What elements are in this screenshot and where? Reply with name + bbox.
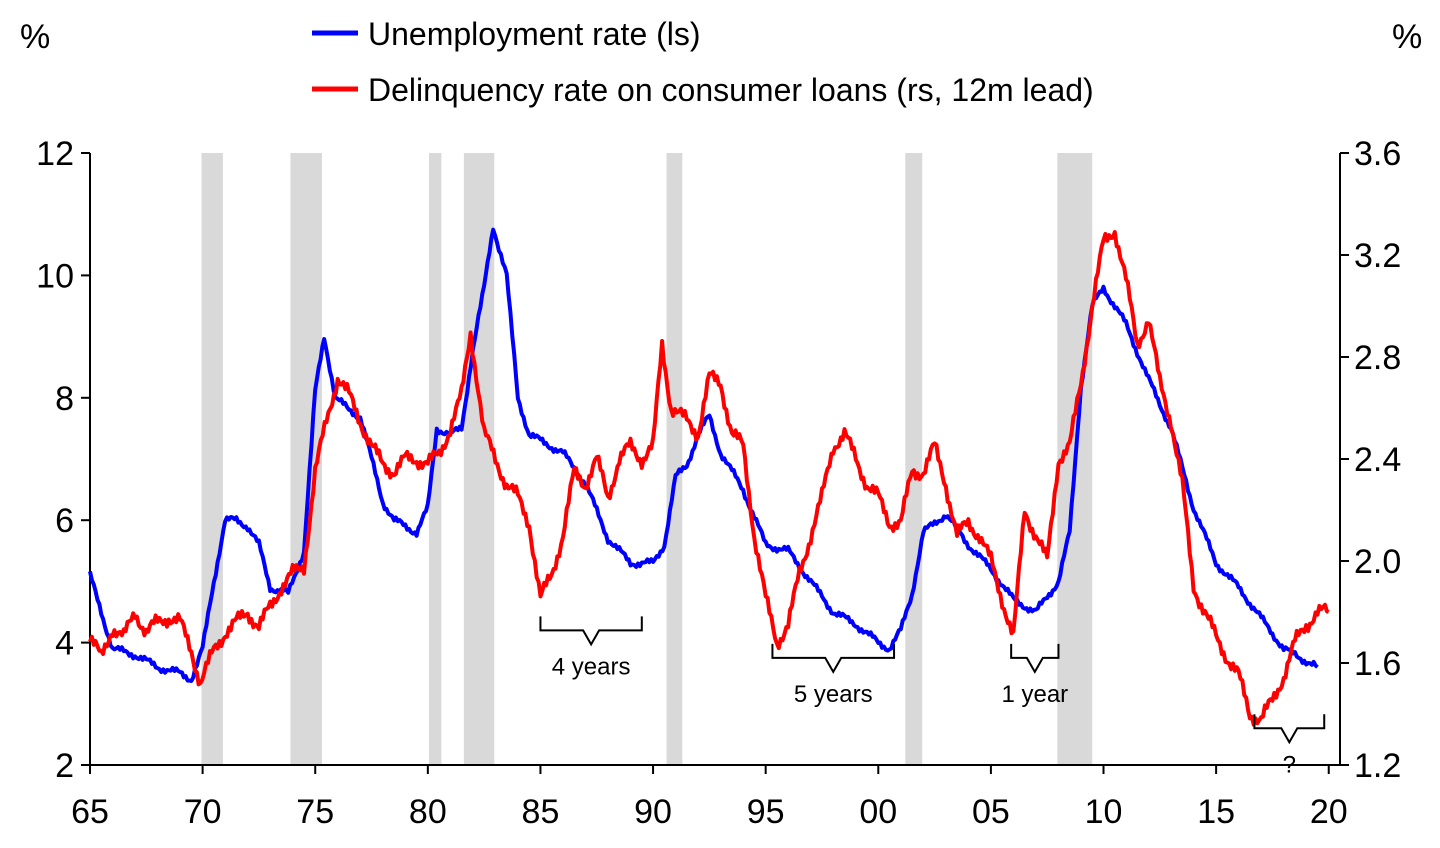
right-axis-tick-label: 3.2: [1354, 237, 1401, 275]
series-lines: [88, 227, 1330, 727]
right-axis-tick-label: 2.0: [1354, 543, 1401, 581]
left-axis-tick-label: 6: [55, 502, 74, 540]
annotation-label: 4 years: [552, 653, 631, 680]
x-axis-tick-label: 15: [1197, 793, 1235, 831]
series-line: [88, 230, 1330, 727]
x-axis-tick-label: 70: [184, 793, 222, 831]
annotation-bracket: [771, 643, 896, 674]
x-axis-tick-label: 90: [634, 793, 672, 831]
x-axis-tick-label: 65: [71, 793, 109, 831]
x-axis-tick-label: 05: [972, 793, 1010, 831]
chart-legend: Unemployment rate (ls) Delinquency rate …: [312, 16, 1094, 108]
x-axis-tick-label: 95: [747, 793, 785, 831]
recession-band: [905, 153, 923, 765]
right-axis-tick-label: 2.4: [1354, 441, 1401, 479]
right-axis-tick-label: 3.6: [1354, 135, 1401, 173]
x-axis-tick-label: 75: [296, 793, 334, 831]
annotation-bracket: [1010, 643, 1060, 674]
recession-band: [666, 153, 683, 765]
annotation-label: ?: [1283, 751, 1296, 778]
recession-bands: [201, 153, 1093, 765]
x-axis-tick-label: 10: [1085, 793, 1123, 831]
left-axis-unit: %: [20, 18, 50, 56]
left-axis-tick-label: 4: [55, 625, 74, 663]
right-axis-unit: %: [1392, 18, 1422, 56]
right-axis-tick-label: 1.2: [1354, 747, 1401, 785]
annotation-label: 1 year: [1001, 681, 1068, 708]
annotation-label: 5 years: [794, 681, 873, 708]
chart-annotations: 4 years 5 years 1 year?: [539, 616, 1326, 778]
left-axis-tick-label: 10: [36, 257, 74, 295]
x-axis-tick-label: 80: [409, 793, 447, 831]
series-line: [88, 227, 1319, 683]
right-axis-tick-label: 1.6: [1354, 645, 1401, 683]
chart-axes: 2 4 6 8 10 12 1.2 1.6 2.0 2.4 2.8 3.2 3.6 65 70 75 80 85 9…: [36, 135, 1401, 831]
legend-label-unemployment: Unemployment rate (ls): [368, 16, 701, 52]
left-axis-tick-label: 12: [36, 135, 74, 173]
x-axis-tick-label: 20: [1310, 793, 1348, 831]
left-axis-tick-label: 2: [55, 747, 74, 785]
x-axis-tick-label: 00: [859, 793, 897, 831]
left-axis-tick-label: 8: [55, 380, 74, 418]
annotation-bracket: [539, 616, 643, 647]
annotation-bracket: [1253, 714, 1326, 745]
x-axis-tick-label: 85: [522, 793, 560, 831]
right-axis-tick-label: 2.8: [1354, 339, 1401, 377]
legend-label-delinquency: Delinquency rate on consumer loans (rs, …: [368, 72, 1094, 108]
